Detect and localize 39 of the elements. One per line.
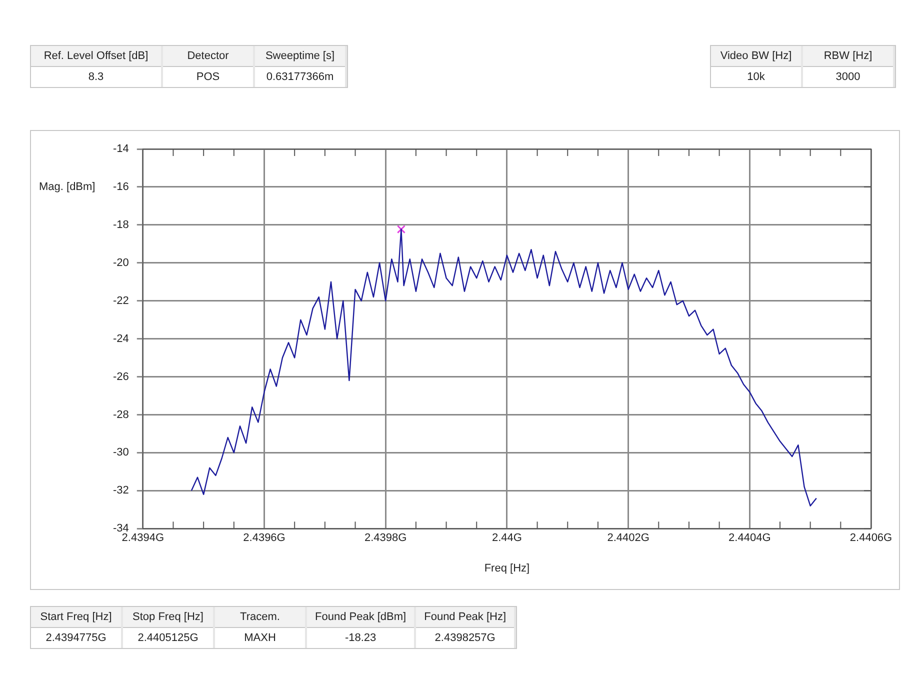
text: 0.63177366m (265, 70, 335, 85)
y-tick-label: -18 (112, 218, 129, 231)
x-tick-label: 2.44G (492, 532, 522, 544)
text: 10k (746, 70, 766, 85)
y-tick-label: -16 (112, 180, 129, 193)
x-tick-label: 2.4406G (850, 532, 892, 544)
text: Tracem. (215, 607, 305, 628)
x-tick-label: 2.4396G (243, 532, 286, 544)
x-tick-label: 2.4404G (728, 532, 771, 544)
text: 3000 (834, 70, 862, 85)
y-tick-label: -28 (112, 408, 129, 421)
text: Ref. Level Offset [dB] (31, 46, 161, 67)
y-tick-label: -30 (112, 446, 129, 459)
text: Found Peak [Hz] (416, 607, 514, 628)
text: Video BW [Hz] (711, 46, 801, 67)
x-axis-title: Freq [Hz] (484, 562, 530, 574)
text: 2.4394775G (44, 631, 108, 646)
text: MAXH (243, 631, 277, 646)
y-tick-label: -32 (112, 484, 129, 497)
y-tick-label: -14 (112, 143, 129, 156)
text: -18.23 (344, 631, 378, 646)
y-tick-label: -22 (112, 294, 129, 307)
x-tick-label: 2.4394G (122, 532, 164, 544)
x-tick-label: 2.4398G (364, 532, 407, 544)
text: RBW [Hz] (803, 46, 893, 67)
x-tick-label: 2.4402G (607, 532, 650, 544)
y-axis-title: Mag. [dBm] (39, 180, 96, 193)
text: 2.4405125G (136, 631, 200, 646)
text: Detector (163, 46, 253, 67)
y-tick-label: -24 (112, 332, 129, 345)
y-tick-label: -20 (112, 256, 129, 269)
text: Found Peak [dBm] (307, 607, 414, 628)
text: Start Freq [Hz] (31, 607, 121, 628)
text: 8.3 (87, 70, 105, 85)
text: Stop Freq [Hz] (123, 607, 213, 628)
text: 2.4398257G (434, 631, 496, 646)
text: Sweeptime [s] (255, 46, 345, 67)
y-tick-label: -26 (112, 370, 129, 383)
text: POS (195, 70, 221, 85)
